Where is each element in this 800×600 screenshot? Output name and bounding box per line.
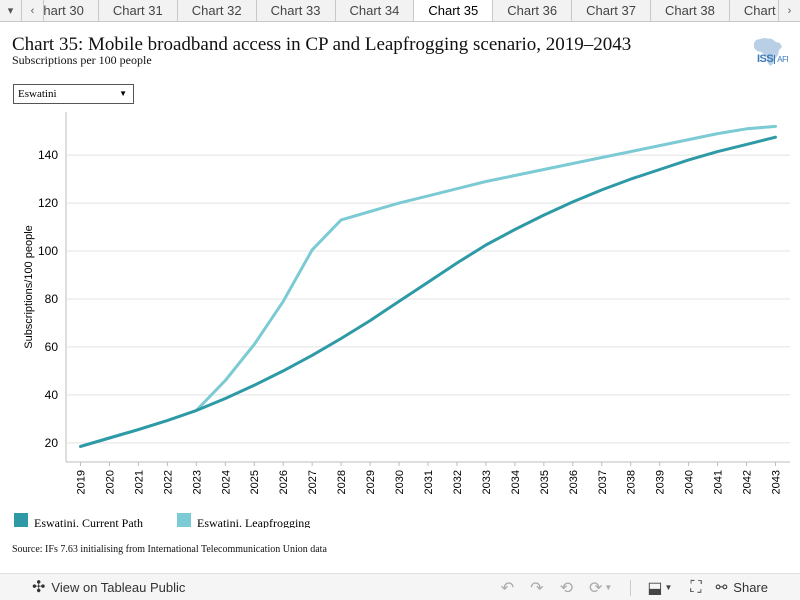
- tab-chart-35[interactable]: Chart 35: [414, 0, 494, 21]
- chart-legend: Eswatini. Current Path Eswatini. Leapfro…: [14, 512, 344, 528]
- x-tick-label: 2041: [713, 470, 725, 494]
- y-axis: 20 40 60 80 100 120 140: [38, 148, 58, 450]
- x-tick-label: 2030: [394, 470, 406, 494]
- tab-chart-31[interactable]: Chart 31: [99, 0, 178, 21]
- x-tick-label: 2032: [452, 470, 464, 494]
- x-tick-label: 2022: [162, 470, 174, 494]
- y-tick-label: 120: [38, 196, 58, 210]
- chevron-down-icon[interactable]: ▼: [664, 583, 673, 592]
- legend-label: Eswatini. Leapfrogging: [196, 515, 311, 529]
- x-tick-label: 2031: [423, 470, 435, 494]
- series-line-leapfrogging[interactable]: [79, 124, 777, 448]
- chart-title: Chart 35: Mobile broadband access in CP …: [12, 34, 632, 55]
- chevron-down-icon[interactable]: ▼: [604, 583, 613, 592]
- share-icon: ⚯: [715, 579, 728, 595]
- fullscreen-icon[interactable]: ⛶: [690, 578, 702, 596]
- x-tick-label: 2043: [771, 470, 783, 494]
- x-tick-label: 2038: [626, 470, 638, 494]
- chart-series: [79, 124, 777, 448]
- toolbar-divider: [630, 579, 632, 596]
- share-label: Share: [733, 580, 768, 595]
- x-tick-label: 2027: [307, 470, 319, 494]
- x-tick-label: 2042: [742, 470, 754, 494]
- tab-chart-37[interactable]: Chart 37: [572, 0, 651, 21]
- download-icon[interactable]: ⬓: [647, 579, 663, 597]
- africa-map-logo-icon: [754, 38, 782, 66]
- tab-chart-30[interactable]: Chart 30: [44, 0, 99, 21]
- x-tick-label: 2029: [365, 470, 377, 494]
- y-tick-label: 80: [45, 292, 59, 306]
- legend-item-current-path[interactable]: Eswatini. Current Path: [14, 512, 143, 528]
- iss-logo: ISS AFI: [757, 53, 789, 65]
- refresh-icon[interactable]: ⟳: [588, 579, 603, 597]
- legend-swatch: [176, 513, 191, 527]
- view-on-tableau-label: View on Tableau Public: [51, 579, 186, 595]
- chevron-down-icon: ▼: [119, 89, 127, 98]
- x-tick-label: 2021: [133, 470, 145, 494]
- x-tick-label: 2039: [655, 470, 667, 494]
- x-axis: 2019 2020 2021 2022 2023 2024 2025 2026 2027 2028…: [75, 462, 783, 494]
- legend-item-leapfrogging[interactable]: Eswatini. Leapfrogging: [176, 512, 311, 529]
- undo-icon[interactable]: ↶: [500, 579, 515, 597]
- share-button[interactable]: ⚯ Share: [716, 579, 768, 596]
- series-line-current-path[interactable]: [79, 135, 777, 448]
- tab-chart-34[interactable]: Chart 34: [336, 0, 415, 21]
- source-note: Source: IFs 7.63 initialising from Inter…: [12, 544, 327, 555]
- y-tick-label: 140: [38, 148, 58, 162]
- tab-chart-33[interactable]: Chart 33: [257, 0, 336, 21]
- y-tick-label: 60: [45, 340, 59, 354]
- x-tick-label: 2020: [104, 470, 116, 494]
- x-tick-label: 2033: [481, 470, 493, 494]
- x-tick-label: 2035: [539, 470, 551, 494]
- y-axis-label: Subscriptions/100 people: [23, 225, 35, 349]
- tab-scroll-left-icon[interactable]: ‹: [22, 0, 44, 21]
- revert-icon[interactable]: ⟲: [559, 579, 573, 597]
- legend-label: Eswatini. Current Path: [34, 515, 143, 529]
- redo-icon[interactable]: ↷: [530, 579, 544, 597]
- country-select[interactable]: Eswatini ▼: [13, 84, 134, 104]
- x-tick-label: 2025: [249, 470, 261, 494]
- legend-swatch: [14, 513, 28, 527]
- y-tick-label: 20: [45, 436, 59, 450]
- tableau-icon: ✣: [32, 579, 46, 596]
- x-tick-label: 2040: [684, 470, 696, 494]
- x-tick-label: 2037: [597, 470, 609, 494]
- x-tick-label: 2028: [336, 470, 348, 494]
- x-tick-label: 2019: [75, 470, 87, 494]
- x-tick-label: 2024: [220, 470, 232, 494]
- chart-grid: [65, 112, 790, 463]
- tableau-toolbar: ✣ View on Tableau Public ↶ ↷ ⟲ ⟳ ▼ ⬓ ▼ ⛶…: [0, 573, 800, 600]
- x-tick-label: 2034: [510, 470, 522, 494]
- x-tick-label: 2036: [568, 470, 580, 494]
- x-tick-label: 2026: [278, 470, 290, 494]
- y-tick-label: 100: [38, 244, 58, 258]
- tab-chart-36[interactable]: Chart 36: [493, 0, 573, 21]
- country-select-value: Eswatini: [18, 88, 57, 100]
- tab-scroll-right-icon[interactable]: ›: [778, 0, 800, 21]
- view-on-tableau-link[interactable]: ✣ View on Tableau Public: [32, 577, 185, 597]
- tab-chart-32[interactable]: Chart 32: [178, 0, 257, 21]
- y-tick-label: 40: [45, 388, 59, 402]
- chart-subtitle: Subscriptions per 100 people: [12, 53, 152, 67]
- tab-chart-38[interactable]: Chart 38: [651, 0, 730, 21]
- x-tick-label: 2023: [191, 470, 203, 494]
- chevron-down-icon[interactable]: ▾: [0, 0, 22, 21]
